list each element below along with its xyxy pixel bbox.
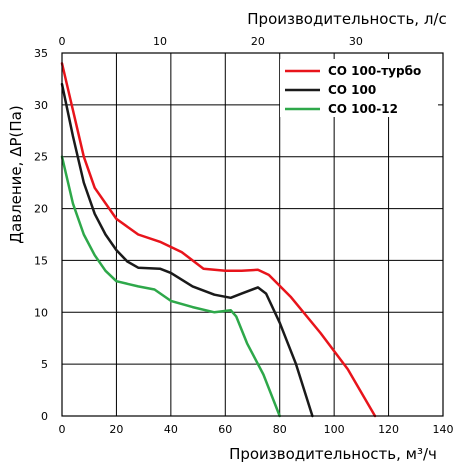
legend: СО 100-турбо СО 100 СО 100-12	[280, 59, 438, 117]
top-axis-title: Производительность, л/с	[247, 10, 446, 28]
x-tick-label: 20	[109, 423, 123, 436]
series-line-1	[60, 62, 377, 418]
y-tick-label: 25	[34, 151, 48, 164]
y-tick-label: 0	[41, 410, 48, 423]
x-tick-label: 120	[378, 423, 399, 436]
legend-label-3: СО 100-12	[328, 102, 398, 116]
top-tick-label: 0	[59, 35, 66, 48]
x-tick-label: 60	[218, 423, 232, 436]
y-tick-label: 20	[34, 203, 48, 216]
legend-background	[280, 59, 438, 117]
legend-label-1: СО 100-турбо	[328, 64, 421, 78]
x-tick-label: 40	[164, 423, 178, 436]
top-tick-label: 20	[251, 35, 265, 48]
x-tick-label: 140	[433, 423, 454, 436]
plot-frame	[61, 52, 444, 417]
y-tick-label: 35	[34, 47, 48, 60]
y-tick-label: 10	[34, 306, 48, 319]
x-axis-title: Производительность, м³/ч	[229, 445, 437, 463]
x-tick-label: 80	[273, 423, 287, 436]
y-axis-title: Давление, ΔP(Па)	[7, 105, 25, 243]
top-tick-label: 10	[153, 35, 167, 48]
y-tick-label: 30	[34, 99, 48, 112]
series-line-2	[60, 82, 314, 418]
x-tick-label: 0	[59, 423, 66, 436]
series-line-3	[60, 155, 281, 418]
top-tick-label: 30	[349, 35, 363, 48]
x-tick-label: 100	[324, 423, 345, 436]
y-tick-label: 15	[34, 254, 48, 267]
y-tick-label: 5	[41, 358, 48, 371]
legend-label-2: СО 100	[328, 83, 376, 97]
